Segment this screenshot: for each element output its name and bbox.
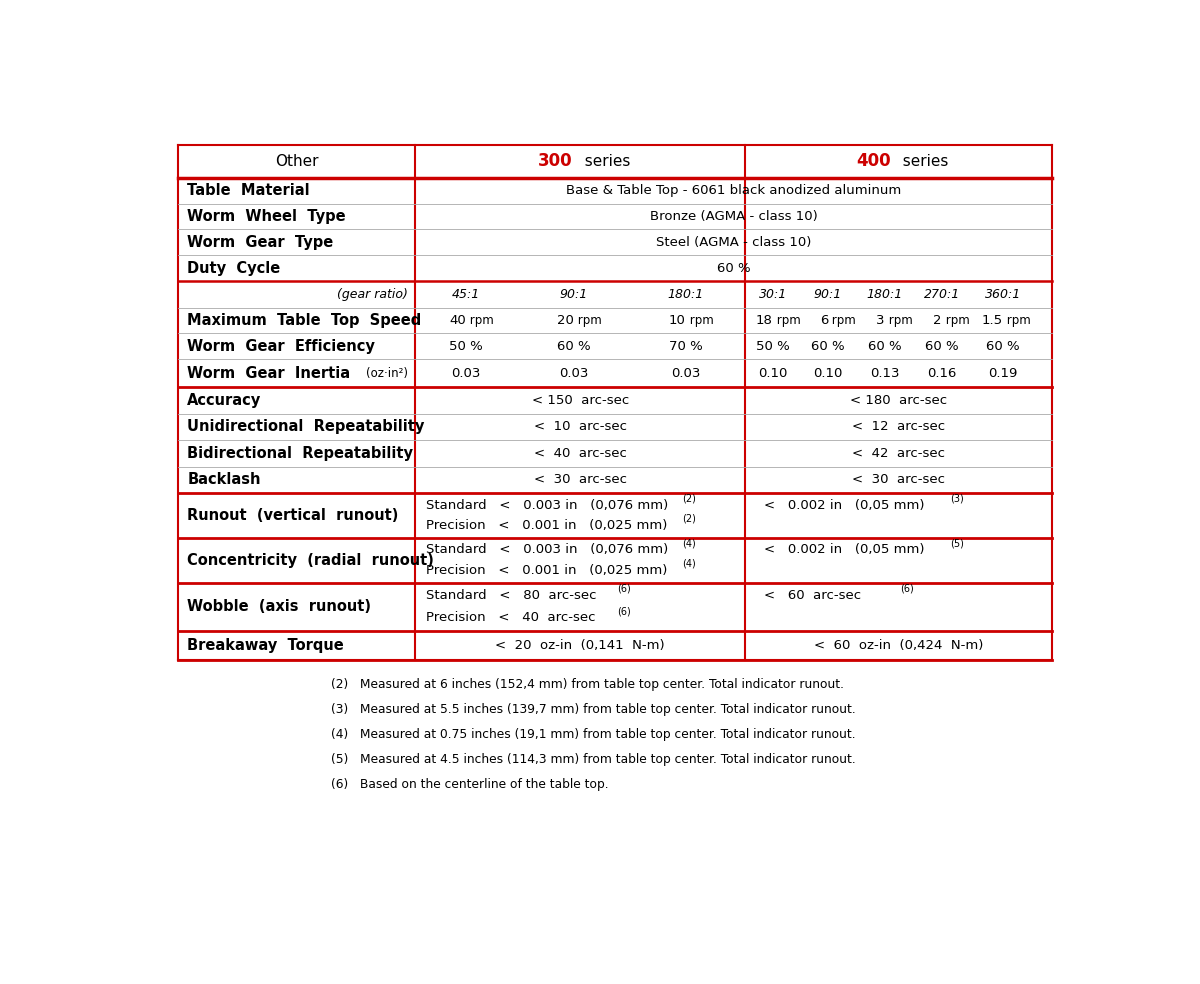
Text: 45:1: 45:1: [452, 287, 480, 301]
Text: Base & Table Top - 6061 black anodized aluminum: Base & Table Top - 6061 black anodized a…: [566, 184, 901, 198]
Text: Standard   <   0.003 in   (0,076 mm): Standard < 0.003 in (0,076 mm): [426, 499, 668, 512]
Text: 50 %: 50 %: [449, 339, 484, 352]
Text: <   0.002 in   (0,05 mm): < 0.002 in (0,05 mm): [764, 543, 924, 556]
Text: rpm: rpm: [467, 314, 494, 327]
Text: 2: 2: [934, 314, 942, 327]
Text: 0.10: 0.10: [814, 366, 842, 380]
Text: (6): (6): [617, 584, 631, 593]
Text: (6): (6): [900, 584, 914, 593]
Text: 180:1: 180:1: [667, 287, 704, 301]
Text: 400: 400: [857, 153, 892, 170]
Text: Breakaway  Torque: Breakaway Torque: [187, 638, 344, 653]
Text: 18: 18: [756, 314, 773, 327]
Text: 60 %: 60 %: [811, 339, 845, 352]
Text: (3): (3): [950, 493, 964, 504]
Text: 180:1: 180:1: [866, 287, 902, 301]
Text: 60 %: 60 %: [557, 339, 590, 352]
Text: Standard   <   0.003 in   (0,076 mm): Standard < 0.003 in (0,076 mm): [426, 543, 668, 556]
Text: 0.03: 0.03: [451, 366, 481, 380]
Text: rpm: rpm: [685, 314, 714, 327]
Text: (2): (2): [682, 514, 696, 523]
Text: 70 %: 70 %: [668, 339, 703, 352]
Text: <   60  arc-sec: < 60 arc-sec: [764, 589, 860, 602]
Text: rpm: rpm: [773, 314, 800, 327]
Text: Bronze (AGMA - class 10): Bronze (AGMA - class 10): [649, 210, 817, 223]
Text: <   0.002 in   (0,05 mm): < 0.002 in (0,05 mm): [764, 499, 924, 512]
Text: 0.16: 0.16: [926, 366, 956, 380]
Text: (4): (4): [682, 538, 696, 548]
Text: rpm: rpm: [1003, 314, 1031, 327]
Text: Accuracy: Accuracy: [187, 393, 262, 407]
Text: Worm  Gear  Inertia: Worm Gear Inertia: [187, 365, 350, 381]
Text: 50 %: 50 %: [756, 339, 790, 352]
Text: rpm: rpm: [574, 314, 601, 327]
Text: (2)   Measured at 6 inches (152,4 mm) from table top center. Total indicator run: (2) Measured at 6 inches (152,4 mm) from…: [331, 678, 845, 692]
Text: 0.03: 0.03: [559, 366, 588, 380]
Text: Precision   <   0.001 in   (0,025 mm): Precision < 0.001 in (0,025 mm): [426, 564, 667, 577]
Text: Duty  Cycle: Duty Cycle: [187, 261, 281, 276]
Text: rpm: rpm: [828, 314, 856, 327]
Text: Precision   <   0.001 in   (0,025 mm): Precision < 0.001 in (0,025 mm): [426, 520, 667, 532]
Text: 300: 300: [538, 153, 572, 170]
Text: 40: 40: [450, 314, 467, 327]
Text: 360:1: 360:1: [985, 287, 1021, 301]
Text: 10: 10: [668, 314, 685, 327]
Text: series: series: [893, 154, 948, 169]
Text: <  60  oz-in  (0,424  N-m): < 60 oz-in (0,424 N-m): [814, 639, 983, 652]
Text: 3: 3: [876, 314, 884, 327]
Text: Standard   <   80  arc-sec: Standard < 80 arc-sec: [426, 589, 596, 602]
Text: <  42  arc-sec: < 42 arc-sec: [852, 447, 946, 460]
Text: Wobble  (axis  runout): Wobble (axis runout): [187, 599, 371, 614]
Text: (2): (2): [682, 493, 696, 504]
Text: <  40  arc-sec: < 40 arc-sec: [534, 447, 626, 460]
Text: (6)   Based on the centerline of the table top.: (6) Based on the centerline of the table…: [331, 778, 608, 791]
Text: 30:1: 30:1: [758, 287, 787, 301]
Text: Concentricity  (radial  runout): Concentricity (radial runout): [187, 553, 434, 568]
Text: <  30  arc-sec: < 30 arc-sec: [534, 473, 626, 486]
Text: 0.19: 0.19: [989, 366, 1018, 380]
Text: < 180  arc-sec: < 180 arc-sec: [850, 394, 947, 406]
Text: 0.03: 0.03: [671, 366, 701, 380]
Text: 60 %: 60 %: [925, 339, 959, 352]
Text: Worm  Wheel  Type: Worm Wheel Type: [187, 209, 346, 224]
Text: 270:1: 270:1: [924, 287, 960, 301]
Text: <  12  arc-sec: < 12 arc-sec: [852, 420, 946, 433]
Text: (4): (4): [682, 559, 696, 569]
Text: (5)   Measured at 4.5 inches (114,3 mm) from table top center. Total indicator r: (5) Measured at 4.5 inches (114,3 mm) fr…: [331, 754, 856, 767]
Text: (3)   Measured at 5.5 inches (139,7 mm) from table top center. Total indicator r: (3) Measured at 5.5 inches (139,7 mm) fr…: [331, 704, 856, 716]
Text: < 150  arc-sec: < 150 arc-sec: [532, 394, 629, 406]
Text: Runout  (vertical  runout): Runout (vertical runout): [187, 508, 398, 523]
Text: Table  Material: Table Material: [187, 183, 310, 199]
Text: Maximum  Table  Top  Speed: Maximum Table Top Speed: [187, 313, 421, 328]
Text: <  20  oz-in  (0,141  N-m): < 20 oz-in (0,141 N-m): [496, 639, 665, 652]
Text: Steel (AGMA - class 10): Steel (AGMA - class 10): [656, 236, 811, 249]
Text: 0.13: 0.13: [870, 366, 900, 380]
Text: rpm: rpm: [884, 314, 912, 327]
Text: (5): (5): [950, 538, 964, 548]
Text: 60 %: 60 %: [986, 339, 1020, 352]
Text: 1.5: 1.5: [982, 314, 1003, 327]
Text: <  30  arc-sec: < 30 arc-sec: [852, 473, 946, 486]
Text: Precision   <   40  arc-sec: Precision < 40 arc-sec: [426, 611, 595, 625]
Text: 0.10: 0.10: [758, 366, 787, 380]
Text: 60 %: 60 %: [868, 339, 901, 352]
Text: 60 %: 60 %: [716, 262, 750, 275]
Text: (4)   Measured at 0.75 inches (19,1 mm) from table top center. Total indicator r: (4) Measured at 0.75 inches (19,1 mm) fr…: [331, 728, 856, 741]
Text: Unidirectional  Repeatability: Unidirectional Repeatability: [187, 419, 425, 434]
Text: (6): (6): [617, 606, 631, 616]
Text: 90:1: 90:1: [559, 287, 588, 301]
Text: series: series: [575, 154, 630, 169]
Text: (oz·in²): (oz·in²): [366, 366, 408, 380]
Text: <  10  arc-sec: < 10 arc-sec: [534, 420, 626, 433]
Text: Bidirectional  Repeatability: Bidirectional Repeatability: [187, 446, 413, 461]
Text: Other: Other: [275, 154, 318, 169]
Text: (gear ratio): (gear ratio): [337, 287, 408, 301]
Text: Worm  Gear  Type: Worm Gear Type: [187, 235, 334, 250]
Text: 6: 6: [820, 314, 828, 327]
Text: 90:1: 90:1: [814, 287, 842, 301]
Text: rpm: rpm: [942, 314, 970, 327]
Text: Backlash: Backlash: [187, 472, 260, 487]
Text: 20: 20: [557, 314, 574, 327]
Text: Worm  Gear  Efficiency: Worm Gear Efficiency: [187, 338, 376, 353]
